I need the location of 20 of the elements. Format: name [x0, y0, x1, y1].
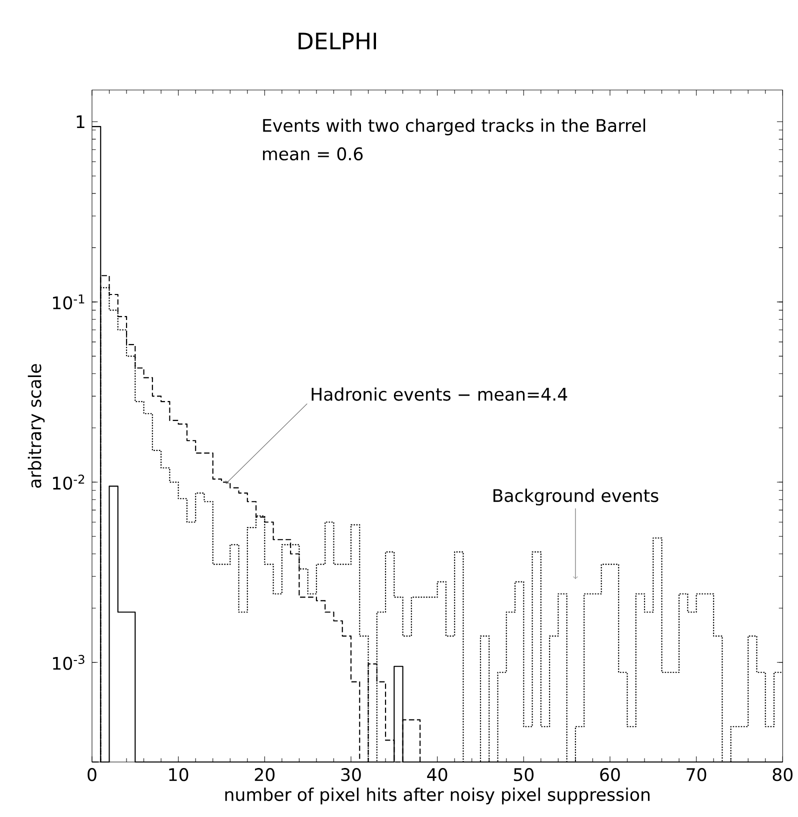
- x-tick-label: 10: [169, 768, 188, 782]
- annotation: Background events: [493, 488, 658, 506]
- x-tick-label: 70: [686, 768, 706, 782]
- annotation: Hadronic events − mean=4.4: [312, 387, 568, 401]
- y-tick-label: 10$^{-2}$: [53, 474, 84, 490]
- x-tick-label: 0: [88, 768, 96, 782]
- x-tick-label: 40: [427, 768, 448, 782]
- y-tick-label: 10$^{-3}$: [53, 654, 84, 670]
- x-tick-label: 50: [514, 768, 534, 782]
- y-axis-title: arbitrary scale: [28, 364, 45, 488]
- annotation: Events with two charged tracks in the Barrel: [263, 118, 646, 136]
- annotation: mean = 0.6: [263, 147, 363, 160]
- y-tick-label: 10$^{-1}$: [53, 294, 84, 310]
- chart-title: DELPHI: [298, 32, 376, 50]
- x-tick-label: 30: [341, 768, 361, 782]
- x-tick-label: 60: [600, 768, 620, 782]
- x-tick-label: 20: [254, 768, 275, 782]
- x-axis-title: number of pixel hits after noisy pixel suppression: [225, 788, 650, 804]
- y-tick-label: 1: [76, 115, 84, 128]
- x-tick-label: 80: [772, 768, 793, 782]
